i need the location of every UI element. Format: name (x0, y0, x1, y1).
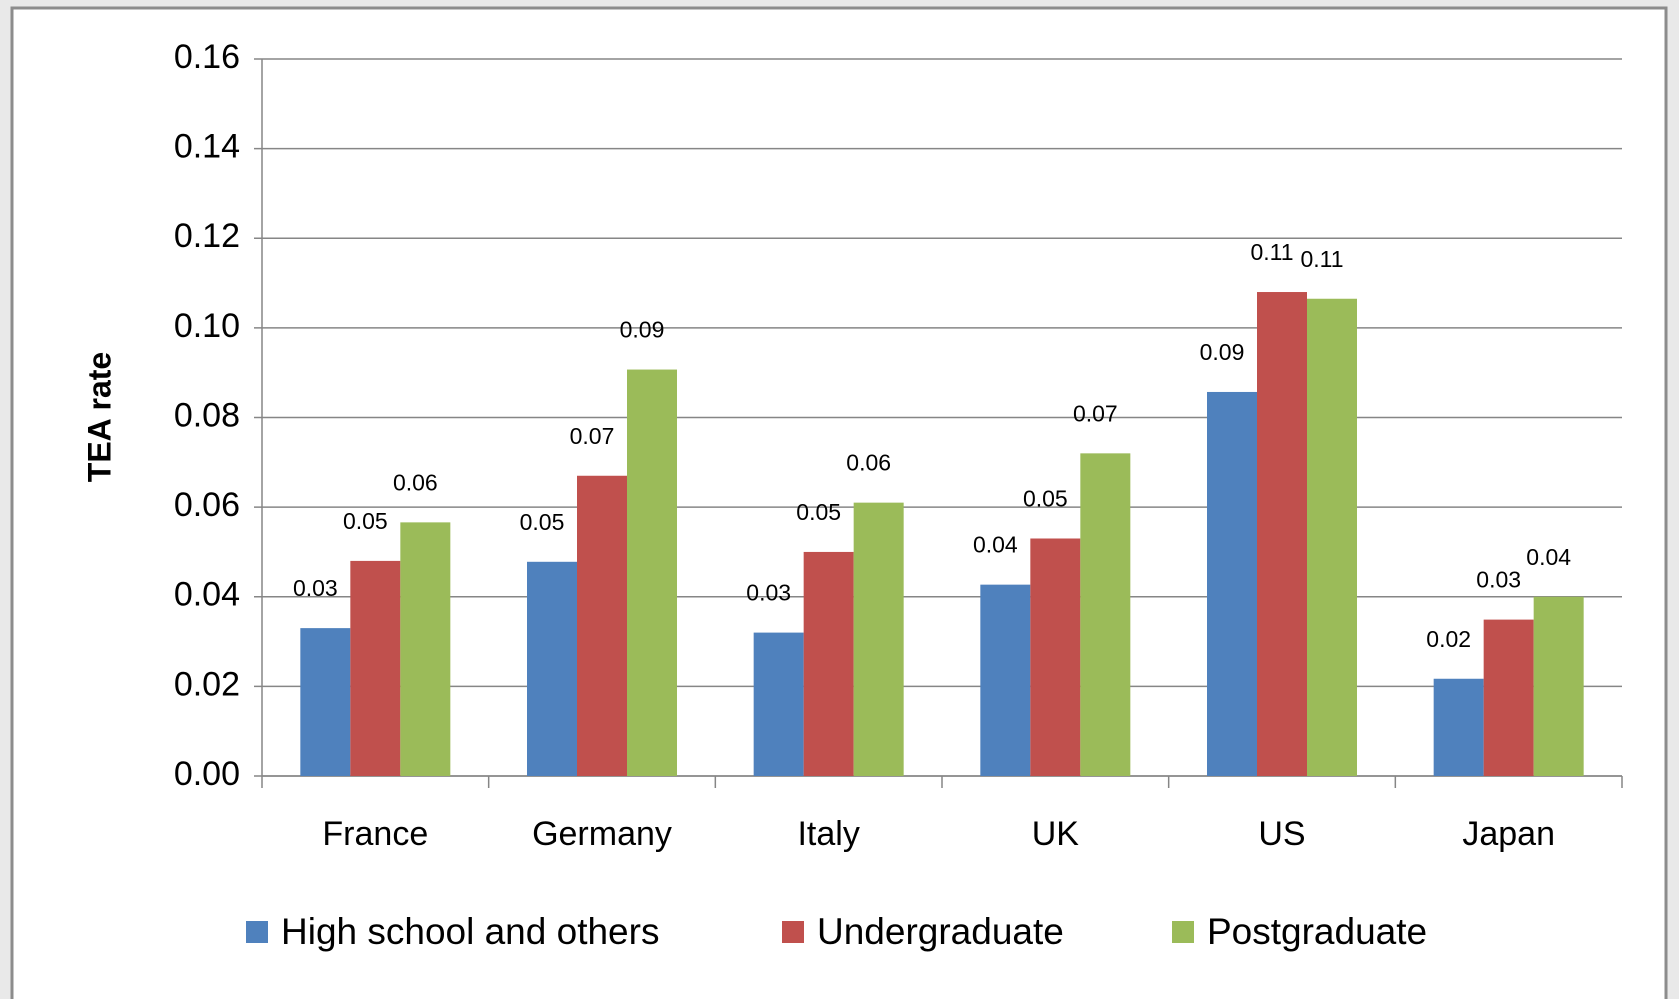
y-tick-label: 0.00 (174, 755, 240, 793)
y-tick-label: 0.10 (174, 307, 240, 345)
x-tick-label: Italy (797, 815, 859, 853)
data-label: 0.05 (796, 499, 841, 525)
x-tick-label: US (1258, 815, 1305, 853)
data-label: 0.03 (293, 575, 338, 601)
legend-label: Undergraduate (817, 911, 1064, 952)
bar (1433, 678, 1484, 776)
data-label: 0.07 (1073, 400, 1118, 426)
data-label: 0.06 (393, 469, 438, 495)
data-label: 0.05 (520, 509, 565, 535)
data-label: 0.09 (1200, 339, 1245, 365)
bar (627, 369, 677, 776)
data-label: 0.03 (1476, 567, 1521, 593)
bar (1030, 538, 1081, 776)
y-tick-label: 0.16 (174, 38, 240, 76)
x-tick-label: France (322, 815, 428, 853)
bar (1483, 619, 1534, 776)
data-label: 0.11 (1300, 246, 1343, 272)
data-label: 0.11 (1250, 239, 1293, 265)
data-label: 0.02 (1426, 626, 1471, 652)
data-label: 0.04 (1526, 544, 1571, 570)
x-tick-label: Japan (1462, 815, 1555, 853)
y-tick-label: 0.12 (174, 217, 240, 255)
bar (1257, 292, 1307, 776)
bar (803, 551, 854, 776)
bar (1307, 298, 1357, 776)
legend-label: High school and others (281, 911, 659, 952)
data-label: 0.07 (570, 423, 615, 449)
y-tick-label: 0.02 (174, 665, 240, 703)
chart-frame (10, 6, 1668, 999)
bar (853, 502, 904, 776)
bar (400, 522, 451, 776)
data-label: 0.09 (620, 317, 665, 343)
y-tick-label: 0.08 (174, 396, 240, 434)
y-tick-label: 0.04 (174, 576, 240, 614)
legend-swatch (1172, 921, 1194, 943)
data-label: 0.03 (746, 580, 791, 606)
bar (1080, 453, 1131, 776)
bar (1533, 596, 1584, 776)
bar (753, 632, 804, 776)
bar (980, 584, 1031, 776)
data-label: 0.04 (973, 532, 1018, 558)
y-tick-label: 0.14 (174, 128, 240, 166)
x-tick-label: Germany (532, 815, 672, 853)
legend-label: Postgraduate (1207, 911, 1427, 952)
x-tick-label: UK (1032, 815, 1080, 853)
legend-swatch (782, 921, 804, 943)
y-axis-label: TEA rate (81, 352, 117, 482)
data-label: 0.05 (1023, 486, 1068, 512)
bar (1207, 391, 1257, 776)
bar (527, 561, 577, 776)
bar (577, 475, 627, 776)
data-label: 0.05 (343, 508, 388, 534)
bar (300, 628, 351, 776)
data-label: 0.06 (846, 450, 891, 476)
bar (350, 560, 401, 776)
y-tick-label: 0.06 (174, 486, 240, 524)
legend-swatch (246, 921, 268, 943)
